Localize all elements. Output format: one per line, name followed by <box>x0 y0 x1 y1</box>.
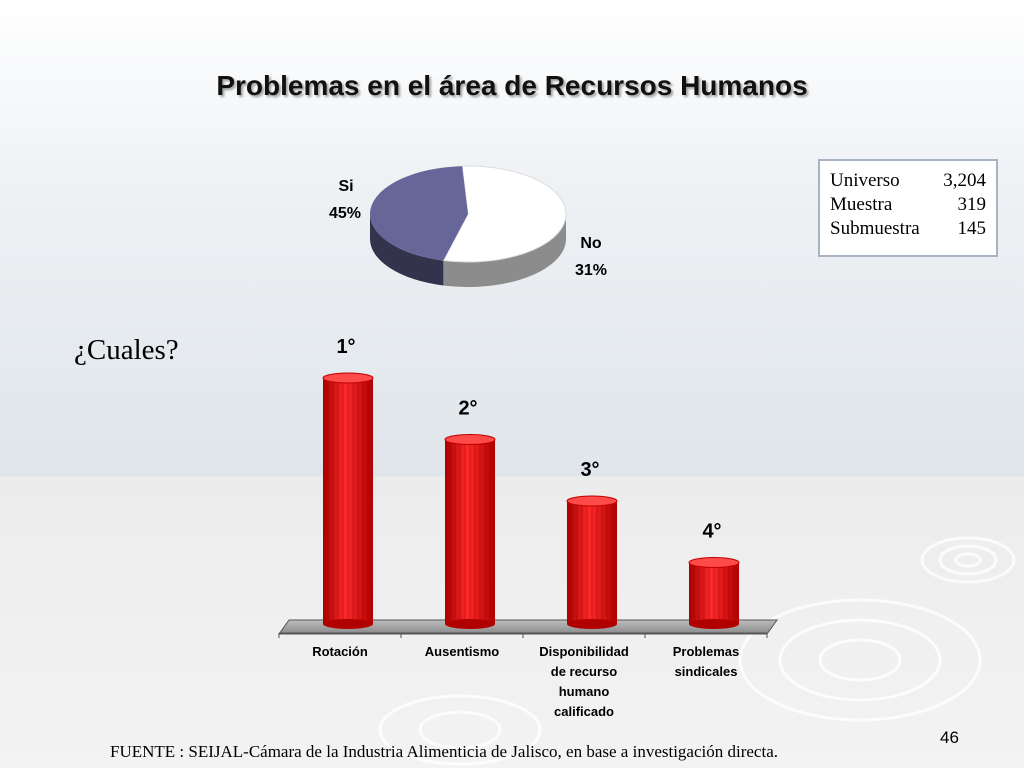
bar-cap <box>322 372 374 384</box>
bar-rank-label: 3° <box>580 459 599 481</box>
x-tick-label: Rotación <box>312 644 368 659</box>
x-tick-label: sindicales <box>675 664 738 679</box>
bar-cap <box>444 434 496 445</box>
stats-value: 319 <box>957 194 987 215</box>
bar-4 <box>688 557 740 629</box>
stats-row-muestra: Muestra 319 <box>830 193 986 217</box>
x-tick-label: de recurso <box>551 664 618 679</box>
pie-slice-si <box>370 166 468 261</box>
pie-slice-no <box>442 165 567 263</box>
bar-rank-label: 2° <box>458 398 477 420</box>
page-number: 46 <box>940 728 959 747</box>
bar-1 <box>322 372 374 629</box>
bar-3 <box>566 495 618 629</box>
pie-side-no <box>443 214 566 287</box>
bar-base <box>689 619 739 629</box>
bar-base <box>323 619 373 629</box>
bar-cap <box>566 495 618 507</box>
x-tick-label: Ausentismo <box>425 644 499 659</box>
bar-rank-label: 1° <box>336 336 355 358</box>
pie-percent-no: 31% <box>575 262 607 279</box>
slide-title: Problemas en el área de Recursos Humanos <box>216 70 808 101</box>
pie-label-no: No <box>580 235 602 252</box>
stats-label: Muestra <box>830 194 893 215</box>
pie-side-si <box>369 214 444 286</box>
x-tick-label: Problemas <box>673 644 739 659</box>
x-tick-label: humano <box>559 684 610 699</box>
x-tick-label: Disponibilidad <box>539 644 629 659</box>
bar-2 <box>444 434 496 629</box>
pie-percent-si: 45% <box>329 205 361 222</box>
sample-stats-box: Universo 3,204 Muestra 319 Submuestra 14… <box>818 159 998 257</box>
stats-label: Submuestra <box>830 218 920 239</box>
bar-base <box>445 619 495 629</box>
x-tick-label: calificado <box>554 704 614 719</box>
stats-label: Universo <box>830 170 900 191</box>
pie-label-si: Si <box>338 178 353 195</box>
bar-rank-label: 4° <box>702 521 721 543</box>
source-note: FUENTE : SEIJAL-Cámara de la Industria A… <box>110 742 778 761</box>
bar-base <box>567 619 617 629</box>
question-label: ¿Cuales? <box>74 334 179 366</box>
stats-row-submuestra: Submuestra 145 <box>830 217 986 241</box>
stats-value: 3,204 <box>943 170 986 191</box>
stats-value: 145 <box>957 218 987 239</box>
stats-row-universo: Universo 3,204 <box>830 169 986 193</box>
bar-cap <box>688 557 740 568</box>
bar-chart-floor <box>278 619 778 635</box>
